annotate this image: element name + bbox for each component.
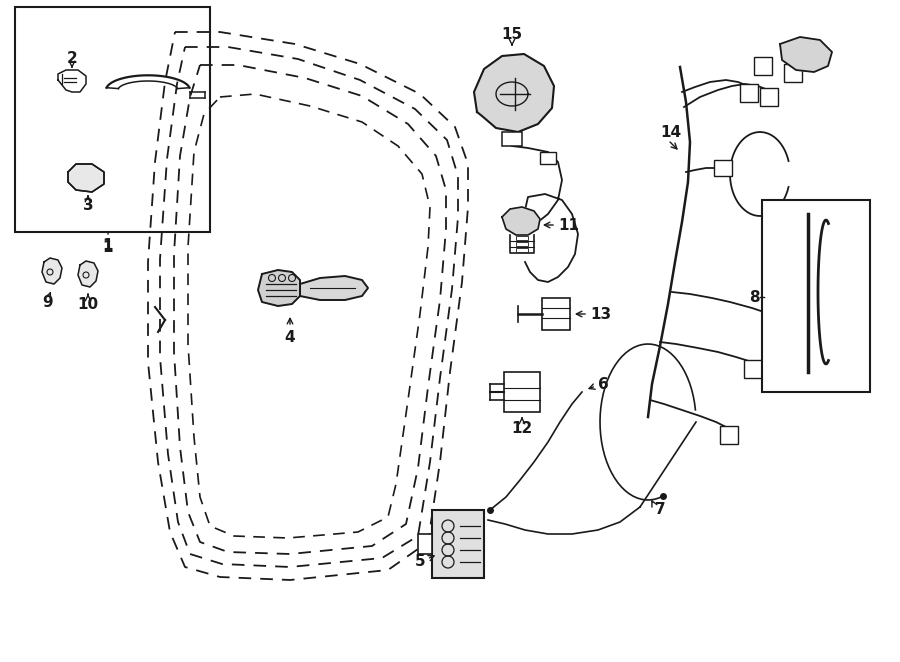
Polygon shape [474, 54, 554, 132]
Polygon shape [78, 261, 98, 287]
Text: 6: 6 [598, 377, 608, 391]
Bar [516, 242, 528, 246]
Text: 12: 12 [511, 420, 533, 436]
Bar [720, 426, 738, 444]
Bar [15, 7, 210, 232]
Bar [432, 510, 484, 578]
Bar [502, 132, 522, 146]
Polygon shape [42, 258, 62, 284]
Text: 1: 1 [103, 238, 113, 253]
Text: 8: 8 [750, 289, 760, 305]
Text: 15: 15 [501, 26, 523, 42]
Text: 10: 10 [77, 297, 99, 312]
Text: 11: 11 [558, 218, 579, 232]
Bar [784, 64, 802, 82]
Text: 9: 9 [42, 295, 53, 310]
Polygon shape [68, 164, 104, 192]
Text: 7: 7 [655, 502, 666, 518]
Bar [740, 84, 758, 102]
Bar [516, 236, 528, 240]
Text: 4: 4 [284, 330, 295, 344]
Text: 14: 14 [660, 124, 681, 140]
Bar [762, 200, 870, 392]
Polygon shape [780, 37, 832, 72]
Text: 2: 2 [67, 50, 77, 66]
Bar [754, 57, 772, 75]
Bar [760, 88, 778, 106]
Bar [744, 360, 762, 378]
Text: 5: 5 [415, 555, 426, 569]
Bar [540, 152, 556, 164]
Bar [762, 312, 780, 330]
Bar [516, 248, 528, 252]
Polygon shape [502, 207, 540, 235]
Bar [542, 298, 570, 330]
Text: 13: 13 [590, 307, 611, 322]
Polygon shape [300, 276, 368, 300]
Bar [714, 160, 732, 176]
Text: 3: 3 [83, 197, 94, 213]
Polygon shape [258, 270, 300, 306]
Bar [418, 534, 432, 554]
Text: 1: 1 [103, 240, 113, 255]
Bar [504, 372, 540, 412]
